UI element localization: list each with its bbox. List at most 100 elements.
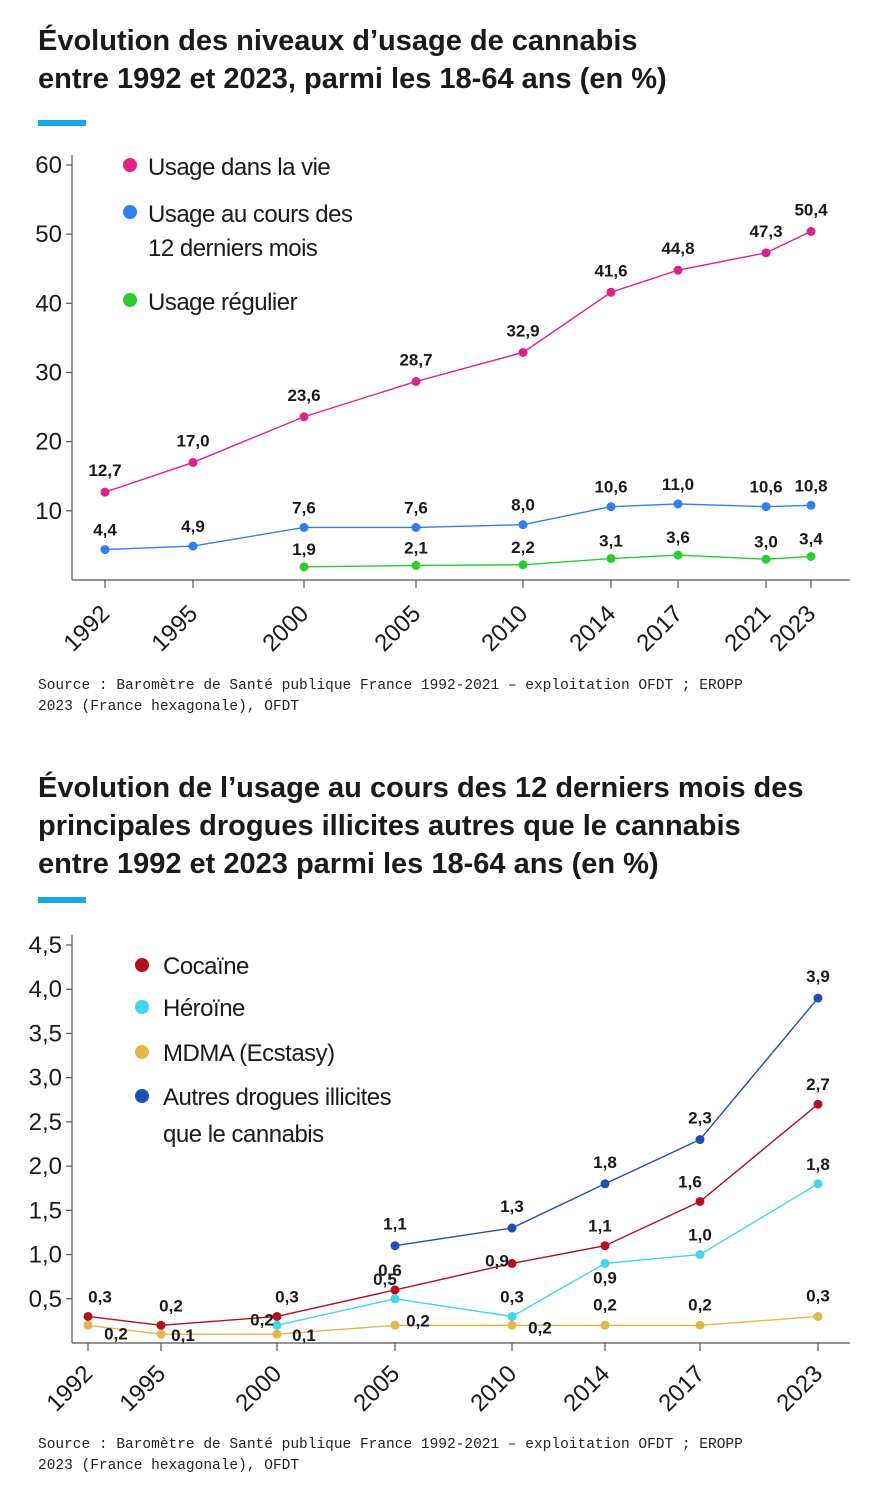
- chart2-series-1-point: [156, 1320, 166, 1330]
- chart1-y-tick-label: 60: [35, 152, 62, 179]
- chart2-series-3-data-label: 0,2: [688, 1295, 712, 1314]
- chart2-series-2-data-label: 0,3: [500, 1287, 524, 1306]
- chart1-x-tick-label: 2023: [764, 600, 821, 657]
- chart1-series-3-data-label: 3,1: [599, 532, 623, 551]
- chart1-x-tick-label: 2021: [719, 600, 776, 657]
- chart1-x-tick-label: 2010: [476, 600, 533, 657]
- chart2-series-1-point: [507, 1258, 517, 1268]
- chart2-series-1-data-label: 2,7: [806, 1075, 830, 1094]
- chart2-series-4-data-label: 1,8: [593, 1153, 617, 1172]
- chart2-legend-swatch-4: [135, 1089, 149, 1103]
- chart2-series-3-data-label: 0,1: [292, 1326, 316, 1345]
- chart2-series-1-point: [390, 1285, 400, 1295]
- chart2-legend-label-4: que le cannabis: [163, 1121, 324, 1148]
- chart2-legend-swatch-1: [135, 958, 149, 972]
- chart1-legend-label-1: Usage dans la vie: [148, 154, 330, 181]
- chart2-series-4-data-label: 1,1: [383, 1215, 407, 1234]
- chart2-series-2-data-label: 1,0: [688, 1226, 712, 1245]
- chart1-series-2-data-label: 7,6: [292, 498, 316, 517]
- chart1-legend-swatch-3: [123, 293, 137, 307]
- chart1-series-1-point: [188, 457, 198, 467]
- chart1-series-3-point: [761, 554, 771, 564]
- chart1-series-1-data-label: 44,8: [661, 239, 694, 258]
- chart2-series-3-point: [813, 1311, 823, 1321]
- chart1-series-1-point: [606, 287, 616, 297]
- chart2-series-2-point: [813, 1179, 823, 1189]
- chart2-x-tick-label: 2023: [771, 1360, 828, 1417]
- chart1-series-1-data-label: 50,4: [794, 200, 828, 219]
- chart2-y-tick-label: 4,5: [29, 932, 62, 959]
- chart1-y-tick-label: 40: [35, 290, 62, 317]
- chart2-y-tick-label: 2,5: [29, 1109, 62, 1136]
- chart2-title: Évolution de l’usage au cours des 12 der…: [38, 769, 858, 883]
- chart2-series-1-point: [813, 1099, 823, 1109]
- chart2-legend-swatch-2: [135, 1000, 149, 1014]
- chart2-series-1-data-label: 1,6: [678, 1172, 702, 1191]
- chart1-series-1-data-label: 47,3: [749, 222, 782, 241]
- chart1-series-1-data-label: 28,7: [399, 350, 432, 369]
- chart2-y-tick-label: 1,5: [29, 1197, 62, 1224]
- chart1-legend-swatch-2: [123, 205, 137, 219]
- chart1-x-tick-label: 1992: [58, 600, 115, 657]
- chart2-series-3-data-label: 0,2: [406, 1311, 430, 1330]
- chart1-series-2-point: [411, 522, 421, 532]
- chart2-y-tick-label: 4,0: [29, 976, 62, 1003]
- chart1-series-1-point: [299, 412, 309, 422]
- chart1-x-tick-label: 1995: [146, 600, 203, 657]
- chart1-series-2-data-label: 10,6: [594, 478, 627, 497]
- chart1-accent-bar: [38, 120, 86, 126]
- chart1-series-1-point: [806, 226, 816, 236]
- chart2-x-tick-label: 2014: [558, 1360, 615, 1417]
- chart2-series-3-point: [390, 1320, 400, 1330]
- chart1-y-tick-label: 10: [35, 498, 62, 525]
- chart2-title-line-1: Évolution de l’usage au cours des 12 der…: [38, 772, 804, 804]
- chart1-series-3-point: [299, 562, 309, 572]
- chart1-series-1-point: [411, 376, 421, 386]
- chart2-x-tick-label: 1995: [114, 1360, 171, 1417]
- chart1-series-2-point: [299, 522, 309, 532]
- chart1-series-line-3: [303, 554, 812, 568]
- chart2-x-tick-label: 2005: [348, 1360, 405, 1417]
- chart1-series-2-point: [188, 541, 198, 551]
- chart2-x-tick-label: 2017: [653, 1360, 710, 1417]
- chart1-series-1-data-label: 17,0: [176, 431, 209, 450]
- chart2-series-3-point: [272, 1329, 282, 1339]
- chart1-series-3-data-label: 3,6: [666, 528, 690, 547]
- chart2-series-3-data-label: 0,2: [104, 1324, 128, 1343]
- chart2-x-tick-label: 2010: [465, 1360, 522, 1417]
- chart2-series-2-point: [507, 1311, 517, 1321]
- chart1-series-2-data-label: 8,0: [511, 496, 535, 515]
- chart1-series-3-data-label: 3,4: [799, 529, 823, 548]
- chart1-x-tick-label: 2014: [564, 600, 621, 657]
- chart2-series-3-point: [507, 1320, 517, 1330]
- chart1-series-1-point: [761, 248, 771, 258]
- chart2-series-2-point: [390, 1294, 400, 1304]
- chart2-series-4-point: [390, 1241, 400, 1251]
- chart1-x-tick-label: 2017: [631, 600, 688, 657]
- chart1-cannabis-usage: 10 20 30 40 50 60 1992 1995 2000 2005 2010 2014 2017…: [35, 152, 850, 657]
- chart2-series-2-point: [600, 1258, 610, 1268]
- chart2-other-drugs-usage: 0,5 1,0 1,5 2,0 2,5 3,0 3,5 4,0 4,5 1992 1995 2000 2…: [29, 932, 850, 1417]
- chart2-series-1-point: [272, 1311, 282, 1321]
- chart2-series-3-point: [156, 1329, 166, 1339]
- chart1-series-2-data-label: 7,6: [404, 498, 428, 517]
- chart2-legend-label-4: Autres drogues illicites: [163, 1084, 392, 1111]
- chart1-series-3-point: [806, 551, 816, 561]
- chart2-series-1-data-label: 0,9: [485, 1251, 509, 1270]
- chart1-series-3-data-label: 2,2: [511, 538, 535, 557]
- chart1-series-2-data-label: 4,4: [93, 521, 117, 540]
- chart2-y-tick-label: 3,0: [29, 1065, 62, 1092]
- chart1-title: Évolution des niveaux d’usage de cannabi…: [38, 22, 858, 98]
- chart2-series-3-data-label: 0,2: [528, 1318, 552, 1337]
- chart2-series-3-point: [83, 1320, 93, 1330]
- chart1-y-tick-label: 50: [35, 221, 62, 248]
- chart2-legend-label-3: MDMA (Ecstasy): [163, 1040, 335, 1067]
- chart1-legend-label-2: Usage au cours des: [148, 201, 353, 228]
- chart1-series-2-point: [673, 499, 683, 509]
- chart1-series-1-data-label: 12,7: [88, 461, 121, 480]
- chart1-x-tick-label: 2000: [257, 600, 314, 657]
- chart2-series-1-data-label: 0,3: [275, 1287, 299, 1306]
- chart1-series-1-data-label: 41,6: [594, 261, 627, 280]
- chart2-legend-swatch-3: [135, 1045, 149, 1059]
- chart1-legend-swatch-1: [123, 158, 137, 172]
